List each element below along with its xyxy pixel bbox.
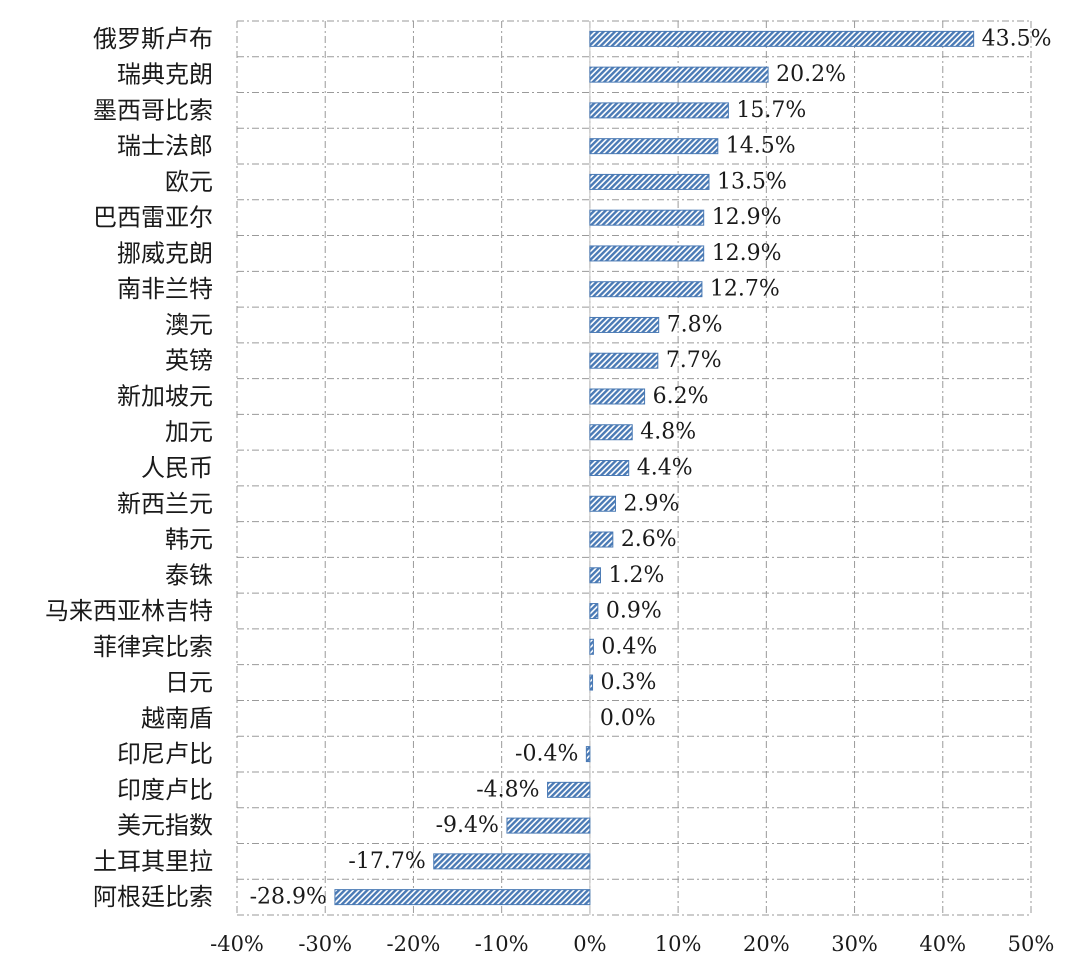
value-label-18: 0.3% — [601, 670, 657, 695]
bar-5 — [589, 209, 705, 226]
value-label-16: 0.9% — [606, 599, 662, 624]
category-label-20: 印尼卢比 — [117, 740, 213, 768]
bar-6 — [589, 245, 705, 262]
value-label-22: -9.4% — [436, 813, 499, 838]
bar-20 — [585, 746, 591, 763]
category-label-7: 南非兰特 — [117, 275, 213, 303]
value-label-15: 1.2% — [608, 563, 664, 588]
value-label-19: 0.0% — [600, 706, 656, 731]
category-label-21: 印度卢比 — [117, 776, 213, 804]
labels: 俄罗斯卢布 43.5% 瑞典克朗 20.2% 墨西哥比索 15.7% 瑞士法郎 14.5% 欧元… — [45, 25, 1054, 956]
category-label-22: 美元指数 — [117, 812, 213, 840]
category-label-15: 泰铢 — [165, 561, 213, 589]
bar-8 — [589, 316, 660, 333]
category-label-24: 阿根廷比索 — [93, 883, 213, 911]
x-tick-label-7: 30% — [831, 932, 878, 956]
category-label-11: 加元 — [165, 418, 213, 446]
value-label-21: -4.8% — [476, 777, 539, 802]
bar-24 — [334, 889, 591, 906]
category-label-13: 新西兰元 — [117, 490, 213, 518]
value-label-12: 4.4% — [637, 456, 693, 481]
x-tick-label-3: -10% — [475, 932, 529, 956]
category-label-0: 俄罗斯卢布 — [93, 25, 213, 53]
bar-3 — [589, 138, 719, 155]
category-label-8: 澳元 — [165, 311, 213, 339]
x-tick-label-9: 50% — [1008, 932, 1055, 956]
bar-7 — [589, 281, 703, 298]
bar-18 — [589, 674, 594, 691]
bar-4 — [589, 173, 710, 190]
bar-13 — [589, 495, 616, 512]
value-label-17: 0.4% — [601, 634, 657, 659]
bar-2 — [589, 102, 729, 119]
bar-14 — [589, 531, 614, 548]
value-label-24: -28.9% — [250, 885, 327, 910]
x-tick-label-6: 20% — [743, 932, 790, 956]
x-tick-label-0: -40% — [210, 932, 264, 956]
bar-16 — [589, 603, 599, 620]
category-label-19: 越南盾 — [141, 704, 213, 732]
value-label-14: 2.6% — [621, 527, 677, 552]
category-label-14: 韩元 — [165, 526, 213, 554]
category-label-18: 日元 — [165, 669, 213, 697]
category-label-12: 人民币 — [141, 454, 213, 482]
category-label-2: 墨西哥比索 — [93, 96, 213, 124]
x-tick-label-1: -30% — [298, 932, 352, 956]
category-label-17: 菲律宾比索 — [93, 633, 213, 661]
bar-11 — [589, 424, 633, 441]
bar-1 — [589, 66, 769, 83]
category-label-16: 马来西亚林吉特 — [45, 597, 213, 625]
category-label-1: 瑞典克朗 — [117, 61, 213, 89]
value-label-20: -0.4% — [515, 742, 578, 767]
category-label-9: 英镑 — [165, 347, 213, 375]
category-label-6: 挪威克朗 — [117, 239, 213, 267]
value-label-10: 6.2% — [653, 384, 709, 409]
bar-9 — [589, 352, 659, 369]
category-label-23: 土耳其里拉 — [93, 847, 213, 875]
x-tick-label-8: 40% — [919, 932, 966, 956]
value-label-7: 12.7% — [710, 277, 780, 302]
bar-23 — [433, 853, 591, 870]
bar-22 — [506, 817, 591, 834]
value-label-0: 43.5% — [982, 26, 1052, 51]
value-label-5: 12.9% — [712, 205, 782, 230]
value-label-11: 4.8% — [640, 420, 696, 445]
value-label-1: 20.2% — [776, 62, 846, 87]
value-label-3: 14.5% — [726, 134, 796, 159]
bar-15 — [589, 567, 601, 584]
value-label-6: 12.9% — [712, 241, 782, 266]
category-label-5: 巴西雷亚尔 — [93, 204, 213, 232]
bar-0 — [589, 30, 975, 47]
value-label-9: 7.7% — [666, 348, 722, 373]
x-tick-label-2: -20% — [387, 932, 441, 956]
value-label-2: 15.7% — [736, 98, 806, 123]
bar-10 — [589, 388, 646, 405]
bar-17 — [589, 638, 594, 655]
value-label-4: 13.5% — [717, 169, 787, 194]
bars — [334, 30, 975, 906]
value-label-13: 2.9% — [623, 491, 679, 516]
x-tick-label-4: 0% — [573, 932, 606, 956]
value-label-23: -17.7% — [348, 849, 425, 874]
grid — [236, 20, 1032, 916]
category-label-4: 欧元 — [165, 168, 213, 196]
x-tick-label-5: 10% — [655, 932, 702, 956]
bar-12 — [589, 460, 630, 476]
bar-21 — [547, 781, 591, 798]
category-label-3: 瑞士法郎 — [117, 132, 213, 160]
category-label-10: 新加坡元 — [117, 382, 213, 410]
value-label-8: 7.8% — [667, 312, 723, 337]
